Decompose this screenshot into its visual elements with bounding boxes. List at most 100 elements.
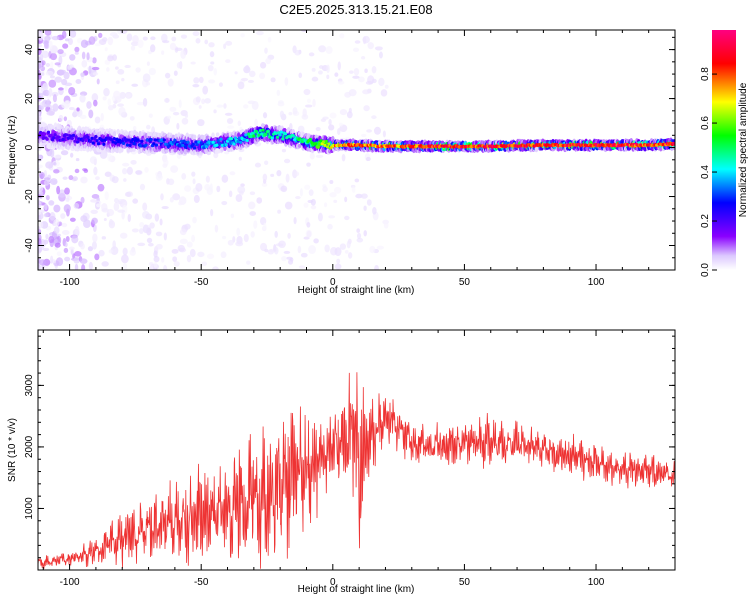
spectrogram-noise-blob [62,176,68,180]
spectrogram-noise-blob [207,64,214,72]
spectrogram-ridge-point [57,135,61,139]
spectrogram-noise-blob [92,72,99,76]
spectrogram-noise-blob [46,98,51,108]
spectrogram-noise-blob [80,215,88,222]
spectrogram-noise-blob [295,171,300,177]
snr-panel: -100 -50 0 50 100 1000 2000 3000 Height of str… [7,329,676,595]
spectrogram-noise-blob [357,232,362,240]
spectrogram-noise-blob [324,202,328,208]
spectrogram-noise-blob [267,249,274,255]
x-tick-label: 100 [588,277,605,288]
spectrogram-noise-blob [88,36,96,45]
spectrogram-noise-blob [122,162,130,167]
x-tick-label: -100 [60,577,80,588]
spectrogram-ridge-point [96,142,101,146]
spectrogram-noise-blob [256,197,263,204]
spectrogram-noise-blob [39,221,44,229]
spectrogram-noise-blob [164,98,170,103]
spectrogram-noise-blob [38,237,42,246]
spectrogram-noise-blob [118,106,126,116]
spectrogram-ridge-point [69,134,73,138]
spectrogram-noise-blob [38,62,42,70]
spectrogram-ridge-point [236,139,240,144]
spectrogram-noise-blob [154,213,160,222]
spectrogram-noise-blob [129,248,136,256]
spectrogram-ridge-point [46,130,51,134]
spectrogram-noise-blob [303,88,311,96]
spectrogram-ridge-point [123,136,127,140]
spectrogram-noise-blob [55,257,64,266]
spectrogram-noise-blob [90,199,98,203]
spectrogram-noise-blob [107,98,112,106]
spectrogram-noise-blob [117,103,124,107]
x-tick-label: -100 [60,277,80,288]
spectrogram-noise-blob [104,171,112,177]
y-tick-label: 40 [24,44,35,56]
spectrogram-noise-blob [135,170,143,175]
spectrogram-noise-blob [341,153,346,162]
spectrogram-noise-blob [57,49,64,55]
spectrogram-noise-blob [362,89,371,95]
spectrogram-noise-blob [106,67,110,72]
spectrogram-noise-blob [225,59,231,64]
spectrogram-noise-blob [63,116,68,122]
spectrogram-noise-blob [351,186,356,193]
spectrogram-noise-blob [53,218,60,227]
spectrogram-noise-blob [93,99,98,107]
spectrogram-noise-blob [186,241,193,248]
spectrogram-noise-blob [184,113,189,118]
spectrogram-marks [38,30,675,270]
spectrogram-noise-blob [63,247,69,253]
spectrogram-noise-blob [101,202,108,212]
spectrogram-noise-blob [240,33,245,38]
spectrogram-noise-blob [192,178,196,185]
snr-x-ticks: -100 -50 0 50 100 [42,330,676,588]
spectrogram-noise-blob [49,212,56,221]
spectrogram-band-blob [148,131,153,136]
spectrogram-noise-blob [136,101,145,106]
spectrogram-band-blob [61,141,66,147]
spectrogram-noise-blob [226,117,234,124]
spectrogram-noise-blob [114,198,119,204]
spectrogram-noise-blob [42,247,50,252]
spectrogram-noise-blob [264,248,269,253]
spectrogram-noise-blob [301,114,309,120]
spectrogram-noise-blob [38,147,42,151]
spectrogram-noise-blob [326,74,330,80]
spectrogram-ridge-point [274,131,278,135]
spectrogram-noise-blob [205,175,210,183]
spectrogram-ridge-point [52,136,56,140]
spectrogram-ridge-point [124,139,128,143]
spectrogram-ridge-point [65,133,69,137]
spectrogram-noise-blob [313,238,319,244]
spectrogram-noise-blob [163,264,168,270]
spectrogram-noise-blob [213,109,217,114]
spectrogram-noise-blob [376,245,384,250]
spectrogram-noise-blob [280,185,288,193]
spectrogram-band-blob [534,145,539,153]
spectrogram-noise-blob [328,215,336,219]
spectrogram-ridge-point [86,135,90,139]
spectrogram-noise-blob [161,50,165,55]
spectrogram-noise-blob [98,249,105,257]
spectrogram-noise-blob [61,30,67,39]
spectrogram-noise-blob [192,83,200,88]
spectrogram-noise-blob [354,40,361,44]
spectrogram-noise-blob [38,116,43,121]
spectrogram-noise-blob [73,202,80,209]
spectrogram-ridge-point [102,142,106,146]
spectrogram-noise-blob [216,104,224,108]
spectrogram-noise-blob [191,234,196,243]
spectrogram-noise-blob [225,40,233,46]
spectrogram-noise-blob [371,66,377,74]
spectrogram-noise-blob [109,32,118,37]
spectrogram-noise-blob [259,61,267,69]
spectrogram-noise-blob [86,101,92,109]
spectrogram-noise-blob [61,229,70,235]
spectrogram-noise-blob [146,213,153,220]
spectrogram-ridge-point [224,143,228,147]
spectrogram-ridge-point [100,138,105,143]
spectrogram-noise-blob [91,66,100,71]
spectrogram-noise-blob [68,246,75,251]
spectrogram-noise-blob [317,70,323,75]
